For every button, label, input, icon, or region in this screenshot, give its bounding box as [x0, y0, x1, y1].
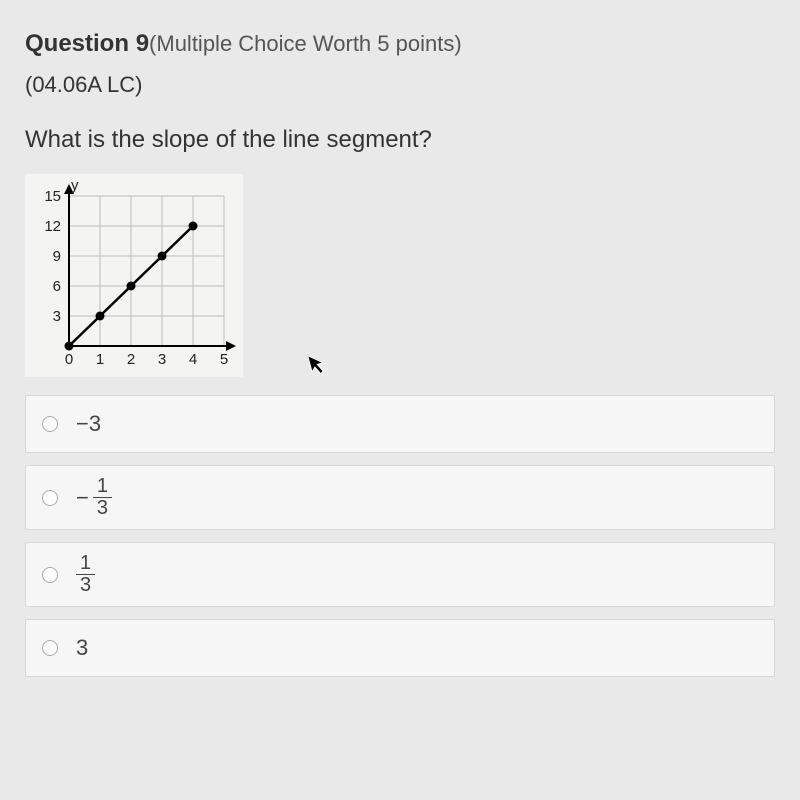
answer-option-3[interactable]: 3	[25, 619, 775, 677]
svg-text:15: 15	[44, 188, 61, 205]
svg-text:9: 9	[53, 248, 61, 265]
question-meta: (Multiple Choice Worth 5 points)	[149, 31, 462, 56]
svg-text:3: 3	[53, 308, 61, 325]
chart-svg: 0123453691215yx	[29, 178, 239, 368]
option-text: −13	[76, 476, 112, 519]
svg-text:y: y	[71, 178, 79, 194]
fraction: 13	[76, 553, 95, 596]
svg-text:4: 4	[189, 351, 197, 368]
svg-text:2: 2	[127, 351, 135, 368]
svg-text:1: 1	[96, 351, 104, 368]
radio-icon[interactable]	[42, 416, 58, 432]
question-prompt: What is the slope of the line segment?	[25, 126, 775, 154]
radio-icon[interactable]	[42, 567, 58, 583]
mouse-cursor-icon	[306, 350, 331, 384]
option-text: −3	[76, 411, 101, 437]
question-header: Question 9(Multiple Choice Worth 5 point…	[25, 30, 775, 58]
question-code: (04.06A LC)	[25, 72, 775, 98]
option-text: 13	[76, 553, 95, 596]
answer-option-2[interactable]: 13	[25, 542, 775, 607]
negative-sign: −	[76, 485, 89, 511]
svg-text:6: 6	[53, 278, 61, 295]
answer-option-0[interactable]: −3	[25, 395, 775, 453]
radio-icon[interactable]	[42, 490, 58, 506]
question-number: 9	[136, 30, 149, 57]
option-text: 3	[76, 635, 88, 661]
svg-text:5: 5	[220, 351, 228, 368]
svg-text:0: 0	[65, 351, 73, 368]
answer-option-1[interactable]: −13	[25, 465, 775, 530]
radio-icon[interactable]	[42, 640, 58, 656]
svg-text:3: 3	[158, 351, 166, 368]
fraction: 13	[93, 476, 112, 519]
answer-options: −3−13133	[25, 395, 775, 677]
svg-text:12: 12	[44, 218, 61, 235]
question-label: Question	[25, 30, 129, 57]
slope-chart: 0123453691215yx	[25, 174, 243, 377]
